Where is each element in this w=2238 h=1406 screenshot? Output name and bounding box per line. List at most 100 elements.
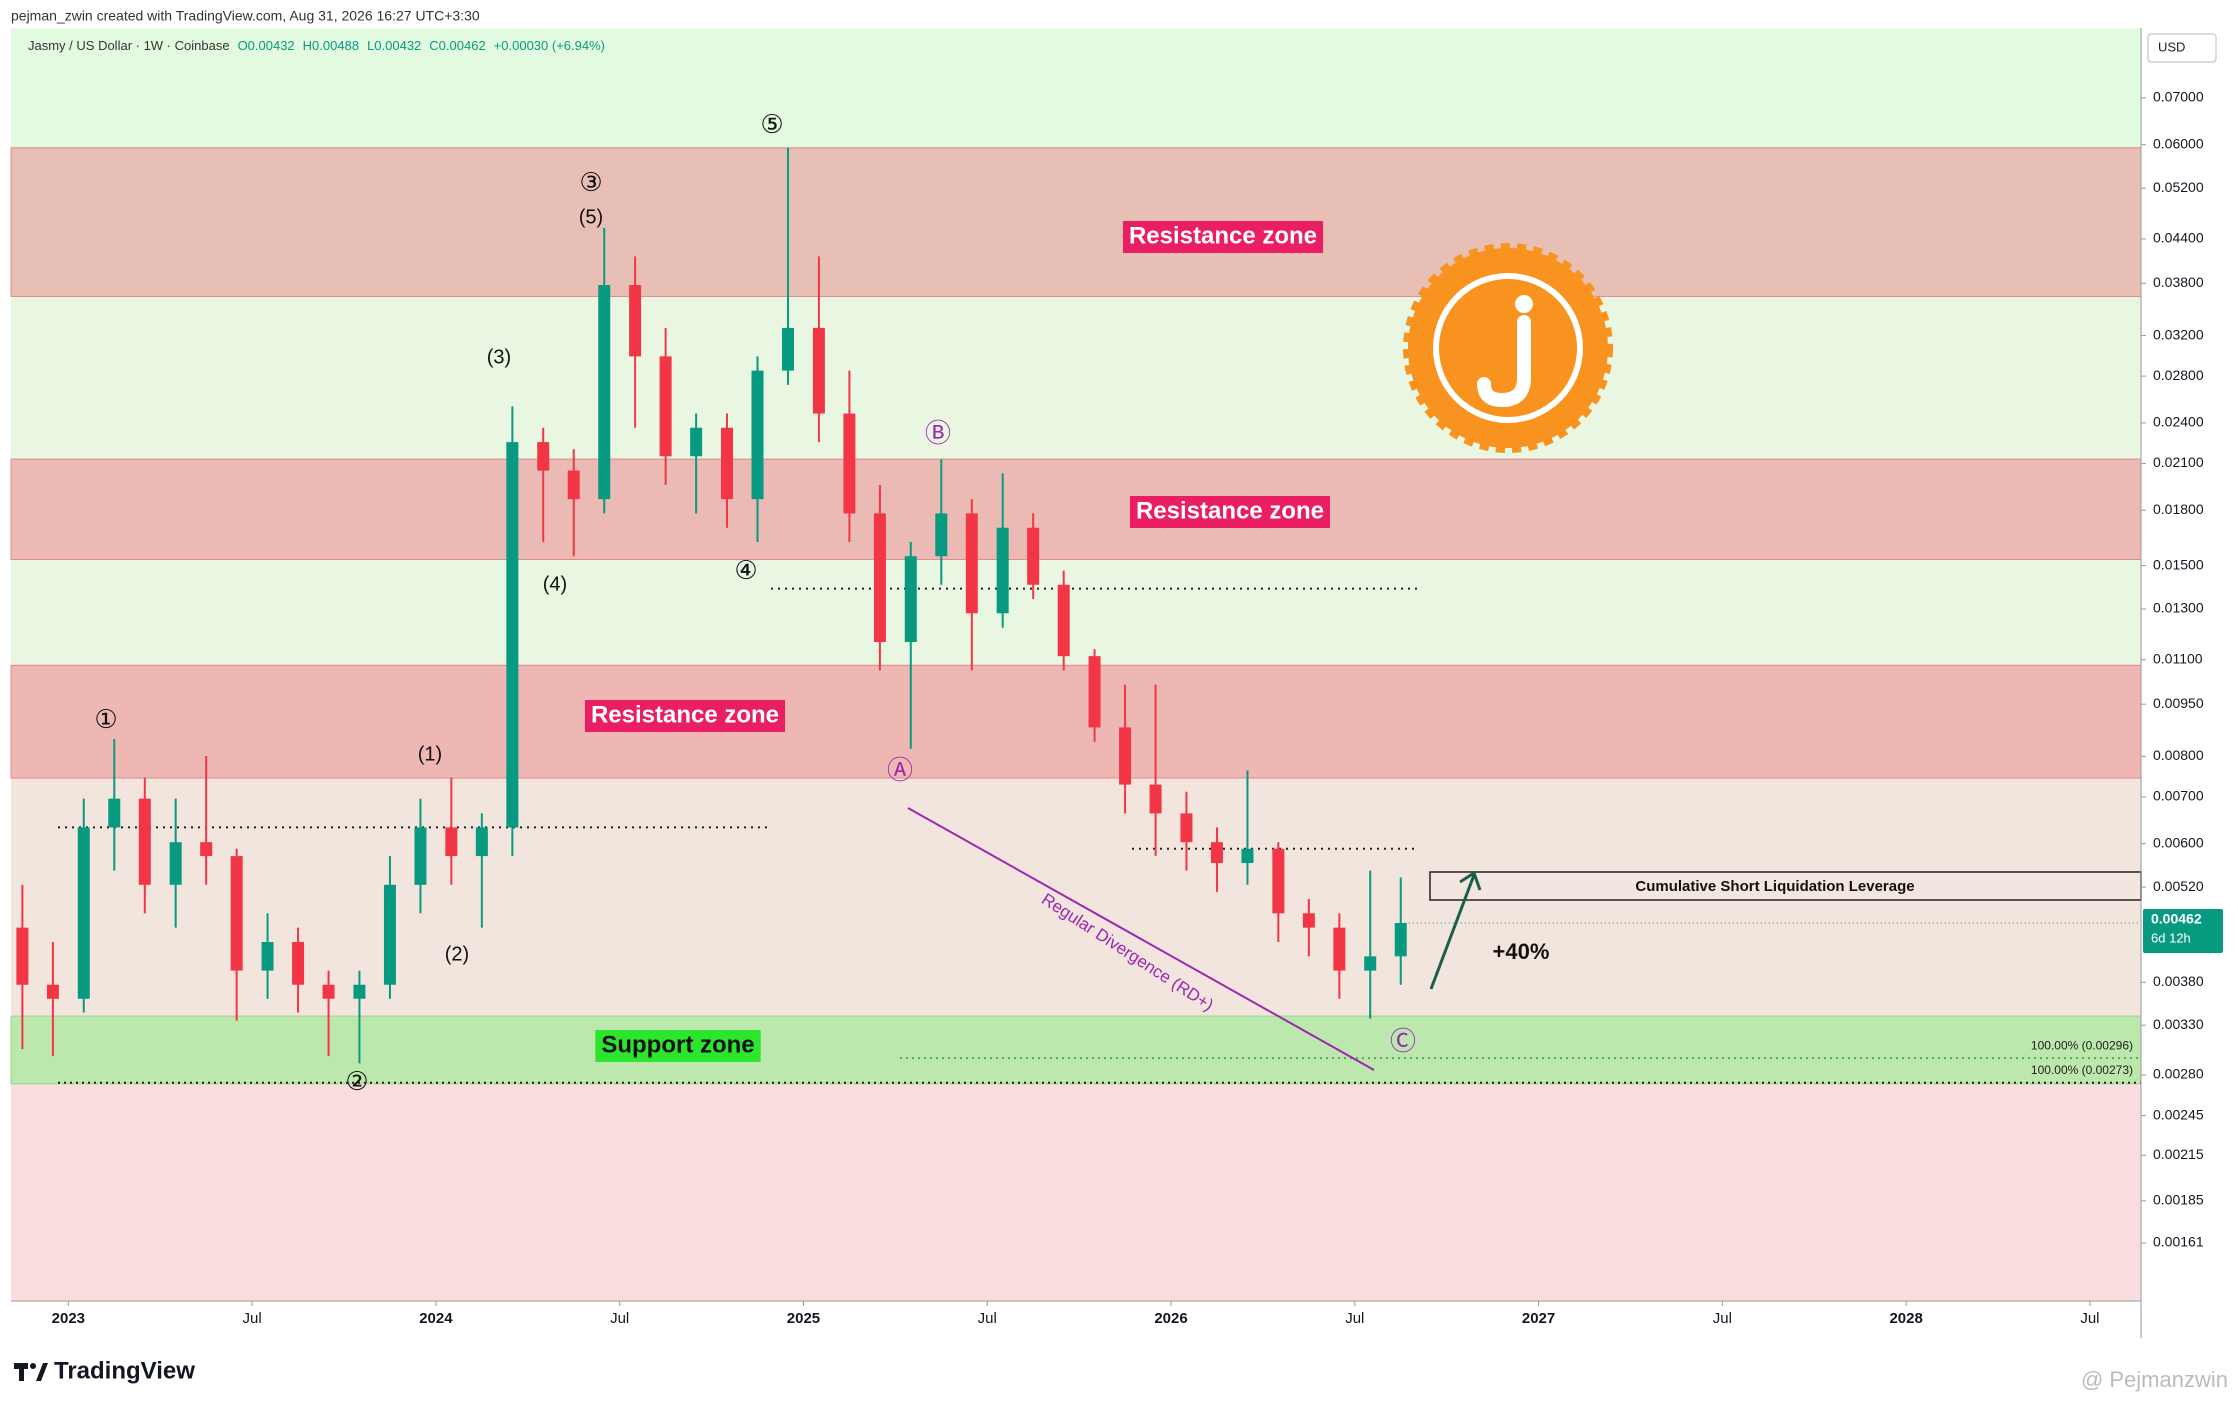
y-tick-label: 0.00330 bbox=[2153, 1016, 2204, 1032]
wave-label: (4) bbox=[543, 573, 567, 595]
plot-background bbox=[10, 28, 2142, 1301]
candle-body bbox=[690, 427, 703, 457]
candle-body bbox=[445, 827, 458, 857]
candle-body bbox=[46, 984, 59, 999]
candle-body bbox=[935, 513, 948, 557]
wave-label: ④ bbox=[734, 555, 757, 585]
x-tick-label: Jul bbox=[1713, 1310, 1732, 1327]
wave-label: (3) bbox=[487, 346, 511, 368]
logo-j bbox=[1477, 315, 1531, 408]
candle-body bbox=[1364, 956, 1377, 971]
wave-label: Ⓒ bbox=[1390, 1026, 1416, 1056]
candle-body bbox=[414, 827, 427, 885]
candle-body bbox=[751, 370, 764, 500]
symbol-line: Jasmy / US Dollar · 1W · Coinbase O0.0043… bbox=[28, 38, 605, 53]
y-tick-label: 0.00380 bbox=[2153, 973, 2204, 989]
fib-label: 100.00% (0.00296) bbox=[2031, 1038, 2133, 1052]
zone-label: Resistance zone bbox=[591, 701, 779, 728]
zone bbox=[10, 1015, 2142, 1085]
y-tick-label: 0.00700 bbox=[2153, 788, 2204, 804]
brand-mark bbox=[19, 1363, 24, 1381]
candle-body bbox=[1272, 848, 1285, 914]
currency-box bbox=[2147, 33, 2217, 63]
candle-body bbox=[659, 356, 672, 457]
candle-body bbox=[537, 442, 550, 471]
wave-label: ⑤ bbox=[760, 109, 783, 139]
zone-label-bg bbox=[595, 1030, 761, 1062]
candle-body bbox=[383, 884, 396, 985]
logo-dot bbox=[1515, 295, 1533, 313]
candle-body bbox=[1027, 527, 1040, 585]
candle-body bbox=[996, 527, 1009, 614]
wave-label: Ⓐ bbox=[887, 755, 913, 785]
candle-body bbox=[598, 285, 611, 500]
y-tick-label: 0.01100 bbox=[2153, 650, 2203, 666]
watermark: @ Pejmanzwin bbox=[2081, 1367, 2228, 1392]
candle-body bbox=[475, 827, 488, 857]
plot-layer: Resistance zone Resistance zone Resistance… bbox=[16, 109, 2142, 1096]
jasmy-logo bbox=[1403, 243, 1613, 453]
y-tick-label: 0.00600 bbox=[2153, 834, 2204, 850]
candle-body bbox=[812, 327, 825, 414]
y-tick-label: 0.00520 bbox=[2153, 878, 2204, 894]
candle-body bbox=[843, 413, 856, 514]
candle-body bbox=[629, 285, 642, 357]
price-tag bbox=[2143, 909, 2223, 954]
candle-body bbox=[169, 842, 182, 885]
symbol-text: O0.00432 bbox=[238, 38, 295, 53]
price-tag-label: 0.00462 bbox=[2151, 911, 2202, 927]
x-tick-label: 2023 bbox=[52, 1310, 85, 1327]
fib-label: 100.00% (0.00273) bbox=[2031, 1063, 2133, 1077]
zone-label: Support zone bbox=[601, 1031, 754, 1058]
candle-body bbox=[200, 842, 213, 857]
x-tick-label: 2024 bbox=[419, 1310, 453, 1327]
candle-body bbox=[1057, 584, 1070, 657]
wave-label: Ⓑ bbox=[925, 418, 951, 448]
candle-body bbox=[1088, 656, 1101, 728]
y-tick-label: 0.03800 bbox=[2153, 274, 2204, 290]
plot-bg-below bbox=[11, 1083, 2141, 1301]
logo-disc bbox=[1420, 260, 1596, 436]
y-tick-label: 0.07000 bbox=[2153, 89, 2204, 105]
y-tick-label: 0.04400 bbox=[2153, 230, 2204, 246]
brand: TradingView bbox=[54, 1357, 195, 1384]
wave-label: (2) bbox=[445, 943, 469, 965]
candle-body bbox=[261, 942, 274, 971]
x-tick-label: Jul bbox=[1345, 1310, 1364, 1327]
y-tick-label: 0.01500 bbox=[2153, 556, 2204, 572]
y-tick-label: 0.00280 bbox=[2153, 1066, 2204, 1082]
y-tick-label: 0.01800 bbox=[2153, 501, 2204, 517]
zone bbox=[10, 147, 2142, 297]
countdown: 6d 12h bbox=[2151, 930, 2191, 945]
wave-label: ③ bbox=[579, 167, 602, 197]
candle-body bbox=[1210, 842, 1223, 864]
y-tick-label: 0.00185 bbox=[2153, 1192, 2204, 1208]
symbol-text: H0.00488 bbox=[303, 38, 359, 53]
wave-label: ② bbox=[345, 1066, 368, 1096]
target-arrow bbox=[1429, 874, 1476, 990]
y-tick-label: 0.00215 bbox=[2153, 1146, 2204, 1162]
zone-label: Resistance zone bbox=[1136, 497, 1324, 524]
candle-body bbox=[873, 513, 886, 643]
plot-bg-top bbox=[11, 28, 2141, 148]
target-label: +40% bbox=[1493, 939, 1550, 964]
y-tick-label: 0.02800 bbox=[2153, 367, 2204, 383]
symbol-text: C0.00462 bbox=[429, 38, 485, 53]
candle-body bbox=[292, 942, 305, 985]
y-tick-label: 0.06000 bbox=[2153, 135, 2204, 151]
y-tick-label: 0.00161 bbox=[2153, 1234, 2204, 1250]
zone-label-bg bbox=[584, 700, 786, 732]
candle-body bbox=[1119, 727, 1132, 785]
zone-label-bg bbox=[1122, 221, 1324, 253]
symbol-text: +0.00030 (+6.94%) bbox=[494, 38, 605, 53]
symbol-text: Jasmy / US Dollar · 1W · Coinbase bbox=[28, 38, 230, 53]
zone-label: Resistance zone bbox=[1129, 222, 1317, 249]
candle-body bbox=[1149, 784, 1162, 814]
candle-body bbox=[965, 513, 978, 614]
candle-body bbox=[782, 327, 795, 371]
candle-body bbox=[230, 856, 243, 971]
brand-mark bbox=[36, 1363, 48, 1381]
candle-body bbox=[138, 798, 151, 885]
zone bbox=[10, 458, 2142, 561]
y-tick-label: 0.02100 bbox=[2153, 454, 2204, 470]
